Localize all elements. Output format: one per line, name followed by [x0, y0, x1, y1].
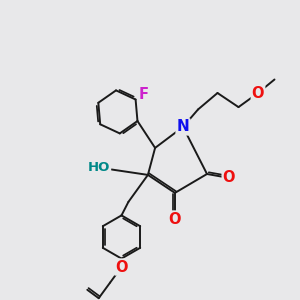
Text: O: O: [252, 85, 264, 100]
Text: O: O: [223, 170, 235, 185]
Text: O: O: [169, 212, 181, 226]
Text: HO: HO: [88, 160, 110, 174]
Text: F: F: [139, 86, 148, 101]
Text: O: O: [115, 260, 128, 274]
Text: N: N: [177, 119, 189, 134]
